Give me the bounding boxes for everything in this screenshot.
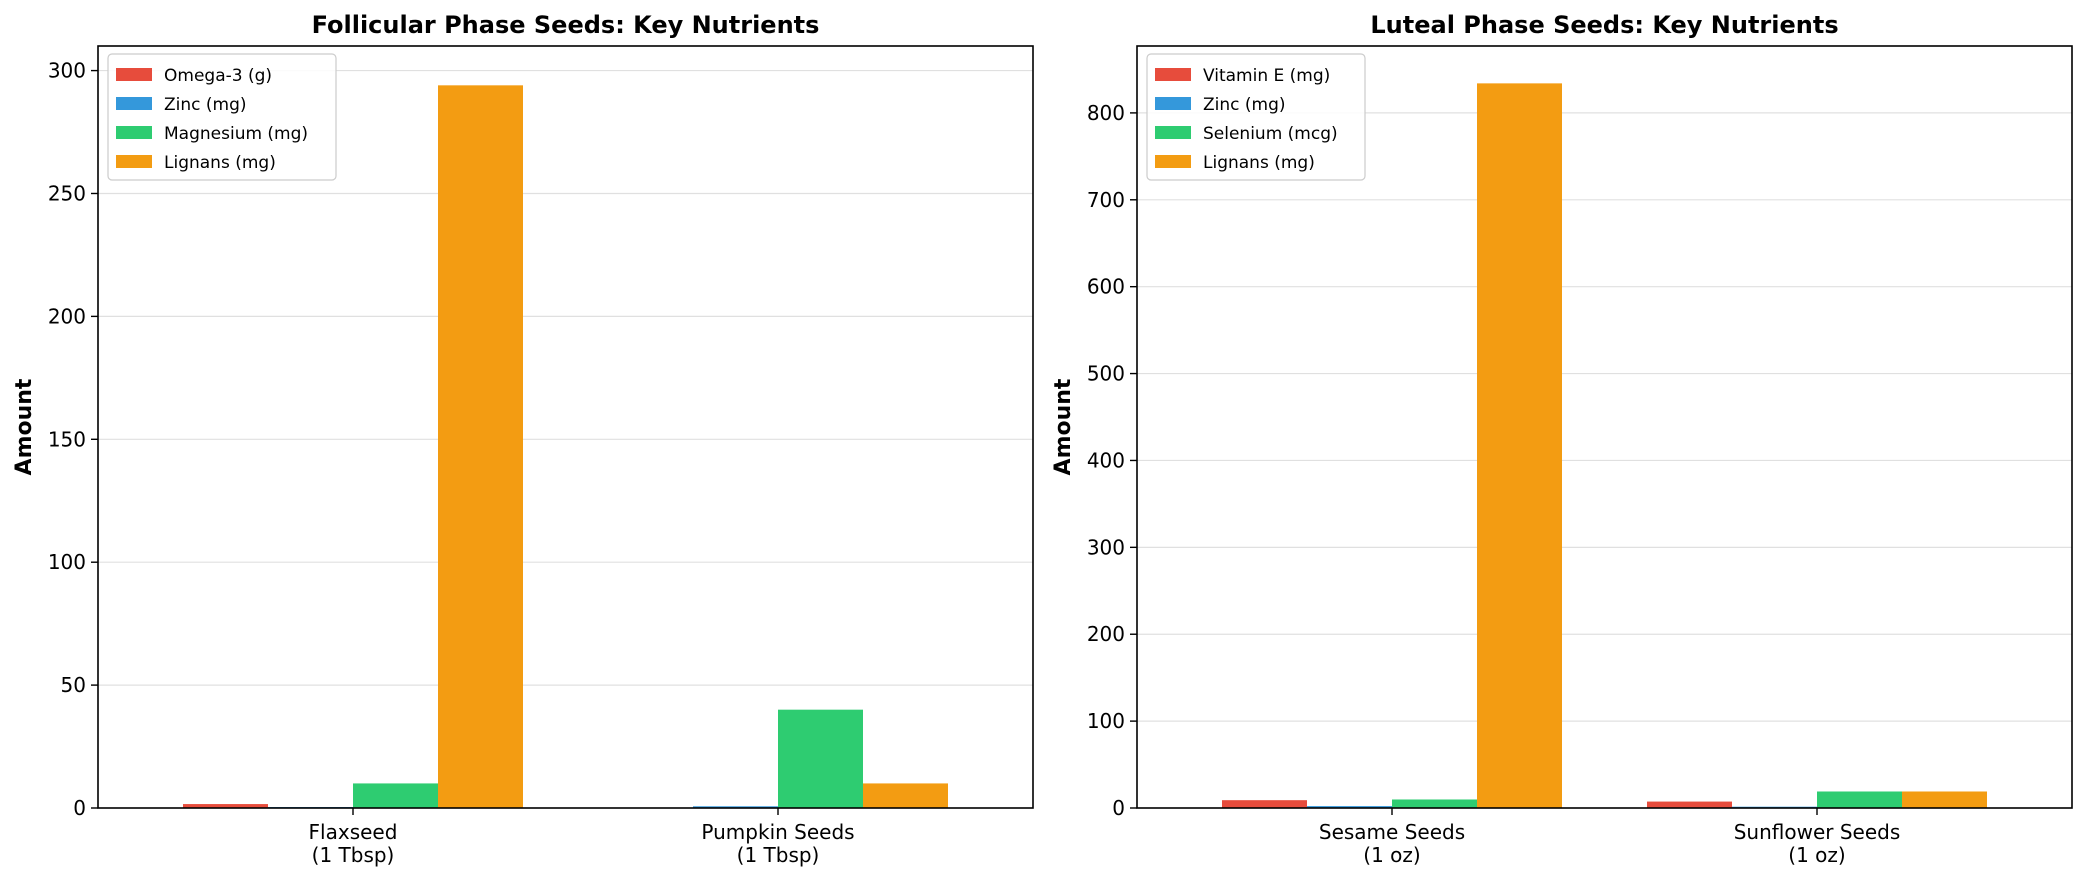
legend-label: Zinc (mg) xyxy=(1203,95,1286,115)
x-tick-label: Pumpkin Seeds xyxy=(701,820,854,844)
legend-swatch xyxy=(1155,155,1191,168)
legend-label: Zinc (mg) xyxy=(164,95,247,115)
x-tick-label: Sunflower Seeds xyxy=(1734,820,1901,844)
y-tick-label: 500 xyxy=(1087,362,1125,386)
legend-swatch xyxy=(1155,68,1191,81)
legend-swatch xyxy=(116,155,152,168)
chart-title: Follicular Phase Seeds: Key Nutrients xyxy=(312,11,820,39)
y-axis-label: Amount xyxy=(1051,378,1076,475)
x-tick-label: (1 oz) xyxy=(1788,843,1845,867)
y-tick-label: 600 xyxy=(1087,275,1125,299)
y-tick-label: 100 xyxy=(1087,709,1125,733)
legend-swatch xyxy=(116,68,152,81)
x-tick-label: (1 Tbsp) xyxy=(312,843,395,867)
chart-title: Luteal Phase Seeds: Key Nutrients xyxy=(1370,11,1838,39)
legend-label: Omega-3 (g) xyxy=(164,66,272,86)
y-tick-label: 300 xyxy=(48,59,86,83)
x-tick-label: (1 oz) xyxy=(1363,843,1420,867)
bar xyxy=(353,783,438,808)
bar xyxy=(693,806,778,808)
bar xyxy=(1307,806,1392,808)
bar xyxy=(1222,800,1307,808)
bar xyxy=(1392,799,1477,808)
y-tick-label: 200 xyxy=(1087,622,1125,646)
y-tick-label: 0 xyxy=(73,796,86,820)
legend: Omega-3 (g) Zinc (mg) Magnesium (mg) Lignan… xyxy=(107,53,337,181)
y-tick-label: 150 xyxy=(48,427,86,451)
y-tick-label: 800 xyxy=(1087,101,1125,125)
y-tick-label: 50 xyxy=(61,673,86,697)
legend-swatch xyxy=(116,97,152,110)
legend-label: Lignans (mg) xyxy=(164,153,276,173)
plot-frame xyxy=(97,45,1034,809)
legend: Vitamin E (mg) Zinc (mg) Selenium (mcg) Lig… xyxy=(1146,53,1366,181)
y-tick-label: 100 xyxy=(48,550,86,574)
bar xyxy=(438,85,523,808)
plot-frame xyxy=(1136,45,2073,809)
bar xyxy=(1817,791,1902,808)
bar xyxy=(1477,83,1562,809)
bar xyxy=(1902,791,1987,808)
legend-box xyxy=(107,53,337,181)
x-tick-label: Flaxseed xyxy=(309,820,398,844)
bar xyxy=(863,783,948,808)
legend-label: Magnesium (mg) xyxy=(164,124,308,144)
y-tick-label: 0 xyxy=(1112,796,1125,820)
y-tick-label: 250 xyxy=(48,181,86,205)
legend-label: Selenium (mcg) xyxy=(1203,124,1338,144)
y-tick-label: 400 xyxy=(1087,448,1125,472)
x-tick-label: (1 Tbsp) xyxy=(737,843,820,867)
legend-swatch xyxy=(1155,126,1191,139)
y-tick-label: 700 xyxy=(1087,188,1125,212)
legend-box xyxy=(1146,53,1366,181)
legend-swatch xyxy=(1155,97,1191,110)
y-axis-label: Amount xyxy=(12,378,37,475)
x-tick-label: Sesame Seeds xyxy=(1319,820,1465,844)
y-tick-label: 200 xyxy=(48,304,86,328)
y-tick-label: 300 xyxy=(1087,535,1125,559)
legend-label: Lignans (mg) xyxy=(1203,153,1315,173)
bar xyxy=(1647,801,1732,808)
legend-label: Vitamin E (mg) xyxy=(1203,66,1330,86)
bar xyxy=(183,804,268,808)
bar xyxy=(778,709,863,808)
legend-swatch xyxy=(116,126,152,139)
